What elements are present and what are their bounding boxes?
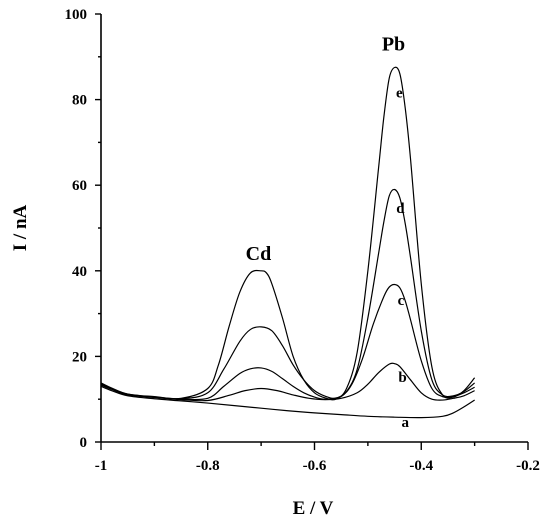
x-axis-title: E / V	[293, 498, 334, 519]
series-curve-e	[100, 66, 476, 401]
peak-annotation-pb: Pb	[382, 33, 405, 55]
labels: a b c d e Cd Pb	[246, 33, 410, 431]
x-tick-label: -0.4	[409, 458, 433, 474]
x-tick-label: -1	[95, 458, 108, 474]
series-label-b: b	[398, 370, 406, 386]
y-tick-label: 80	[72, 93, 87, 109]
y-tick-label: 100	[65, 7, 88, 23]
y-tick-label: 60	[72, 178, 87, 194]
x-tick-label: -0.8	[196, 458, 220, 474]
peak-annotation-cd: Cd	[246, 243, 272, 265]
series-label-d: d	[396, 201, 405, 217]
series-curve-c	[100, 283, 475, 401]
series-label-a: a	[401, 415, 409, 431]
x-tick-label: -0.2	[516, 458, 540, 474]
y-tick-label: 20	[72, 349, 87, 365]
y-axis-title: I / nA	[10, 204, 31, 251]
series-curve-b	[100, 362, 475, 402]
y-tick-label: 40	[72, 264, 87, 280]
series-curve-a	[100, 385, 475, 419]
series-label-c: c	[398, 293, 405, 309]
curves	[100, 66, 476, 419]
y-tick-label: 0	[80, 435, 88, 451]
x-tick-label: -0.6	[303, 458, 327, 474]
series-curve-d	[100, 188, 476, 400]
axes: 0 20 40 60 80 100 -1 -0.8 -0.6 -0.4 -0.2	[65, 7, 540, 474]
series-label-e: e	[396, 85, 403, 101]
